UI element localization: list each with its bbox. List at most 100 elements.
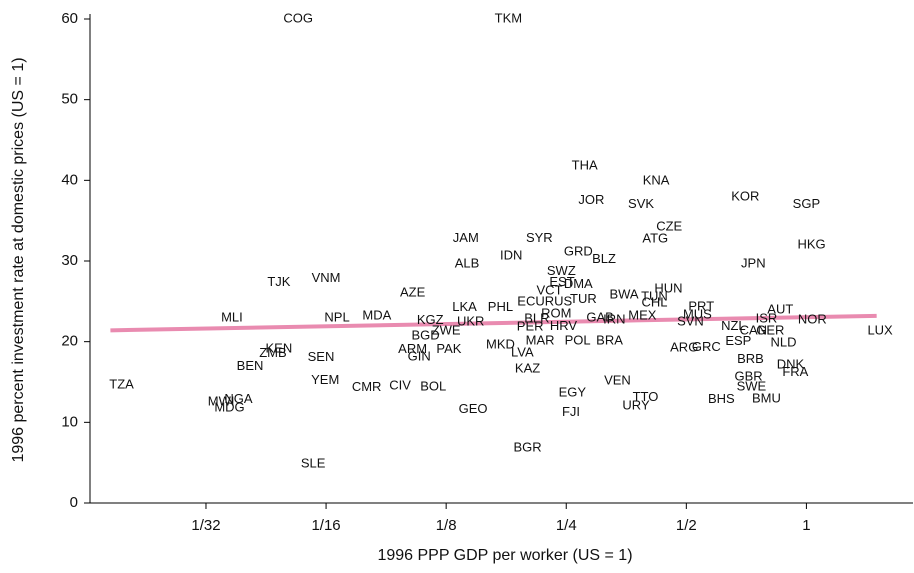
- point-label: TTO: [633, 389, 659, 404]
- x-tick-label: 1: [802, 517, 810, 534]
- point-label: ATG: [642, 231, 668, 246]
- point-label: KEN: [266, 340, 293, 355]
- y-tick-label: 30: [61, 252, 78, 269]
- point-label: GEO: [459, 401, 488, 416]
- point-label: BGR: [513, 440, 541, 455]
- point-label: CIV: [389, 377, 411, 392]
- x-tick-label: 1/32: [191, 517, 220, 534]
- y-axis-title: 1996 percent investment rate at domestic…: [10, 57, 27, 462]
- point-label: JPN: [741, 256, 766, 271]
- point-label: HRV: [550, 318, 578, 333]
- point-label: TKM: [495, 10, 522, 25]
- y-tick-label: 10: [61, 413, 78, 430]
- point-label: MLI: [221, 310, 243, 325]
- point-label: KGZ: [417, 312, 444, 327]
- point-label: BOL: [420, 378, 446, 393]
- point-label: SVK: [628, 196, 654, 211]
- point-label: BRA: [596, 332, 623, 347]
- point-label: PER: [517, 319, 544, 334]
- point-label: SLE: [301, 456, 326, 471]
- point-label: CZE: [656, 219, 682, 234]
- point-label: NGA: [224, 391, 253, 406]
- point-label: ARG: [670, 340, 698, 355]
- point-label: NZL: [721, 318, 746, 333]
- point-label: TJK: [267, 274, 290, 289]
- y-tick-label: 20: [61, 333, 78, 350]
- point-label: TUN: [641, 289, 668, 304]
- y-tick-label: 0: [70, 494, 78, 511]
- point-label: MUS: [683, 306, 712, 321]
- point-label: MDG: [214, 399, 244, 414]
- point-label: DMA: [564, 276, 593, 291]
- point-label: LKA: [452, 299, 477, 314]
- point-label: ZWE: [432, 323, 461, 338]
- point-label: FJI: [562, 404, 580, 419]
- point-label: ZMB: [259, 345, 286, 360]
- point-label: PAK: [436, 341, 461, 356]
- point-label: GRC: [692, 339, 721, 354]
- point-label: BWA: [609, 286, 638, 301]
- x-tick-label: 1/4: [556, 517, 577, 534]
- point-label: MDA: [362, 307, 391, 322]
- point-label: KAZ: [515, 361, 540, 376]
- point-label: TZA: [109, 377, 134, 392]
- point-label: ALB: [455, 256, 480, 271]
- point-label: UKR: [457, 314, 484, 329]
- point-label: BHS: [708, 391, 735, 406]
- point-label: BLZ: [592, 251, 616, 266]
- point-label: BGD: [411, 327, 439, 342]
- point-label: SYR: [526, 230, 553, 245]
- point-label: TUR: [570, 291, 597, 306]
- point-label: LVA: [511, 344, 534, 359]
- point-label: SVN: [677, 314, 704, 329]
- point-label: PHL: [488, 299, 513, 314]
- point-label: SWZ: [547, 263, 576, 278]
- y-tick-label: 40: [61, 171, 78, 188]
- x-tick-label: 1/8: [436, 517, 457, 534]
- point-label: IDN: [500, 248, 522, 263]
- x-axis-title: 1996 PPP GDP per worker (US = 1): [377, 547, 632, 564]
- point-label: SEN: [308, 349, 335, 364]
- point-label: EST: [549, 274, 574, 289]
- point-label: GRD: [564, 244, 593, 259]
- point-label: JOR: [578, 192, 604, 207]
- x-tick-label: 1/2: [676, 517, 697, 534]
- point-label: BEN: [237, 358, 264, 373]
- point-label: IRN: [603, 311, 625, 326]
- point-label: VNM: [312, 270, 341, 285]
- point-label: PRT: [688, 298, 714, 313]
- point-label: JAM: [453, 230, 479, 245]
- point-label: SWE: [737, 378, 767, 393]
- point-label: HUN: [654, 281, 682, 296]
- point-label: HKG: [797, 236, 825, 251]
- x-tick-label: 1/16: [311, 517, 340, 534]
- point-label: VEN: [604, 373, 631, 388]
- point-label: THA: [572, 157, 598, 172]
- point-label: NLD: [770, 335, 796, 350]
- point-label: ECU: [517, 294, 544, 309]
- point-label: KNA: [643, 173, 670, 188]
- point-label: MEX: [628, 307, 657, 322]
- trend-line: [110, 313, 877, 333]
- point-label: ISR: [756, 311, 778, 326]
- point-label: MKD: [486, 336, 515, 351]
- y-tick-label: 60: [61, 10, 78, 27]
- point-label: URY: [622, 398, 650, 413]
- point-label: GBR: [734, 369, 762, 384]
- point-label: CAN: [740, 323, 767, 338]
- point-label: AUT: [767, 302, 793, 317]
- point-label: BLR: [524, 311, 549, 326]
- point-label: GIN: [408, 348, 431, 363]
- point-label: ESP: [725, 333, 751, 348]
- point-label: BMU: [752, 390, 781, 405]
- point-label: CHL: [641, 294, 667, 309]
- point-label: FRA: [782, 364, 808, 379]
- point-label: CMR: [352, 379, 382, 394]
- point-label: GAB: [586, 310, 613, 325]
- point-label: NOR: [798, 311, 827, 326]
- point-label: BRB: [737, 351, 764, 366]
- point-label: COG: [283, 10, 313, 25]
- point-label: GER: [756, 323, 784, 338]
- point-label: MAR: [526, 332, 555, 347]
